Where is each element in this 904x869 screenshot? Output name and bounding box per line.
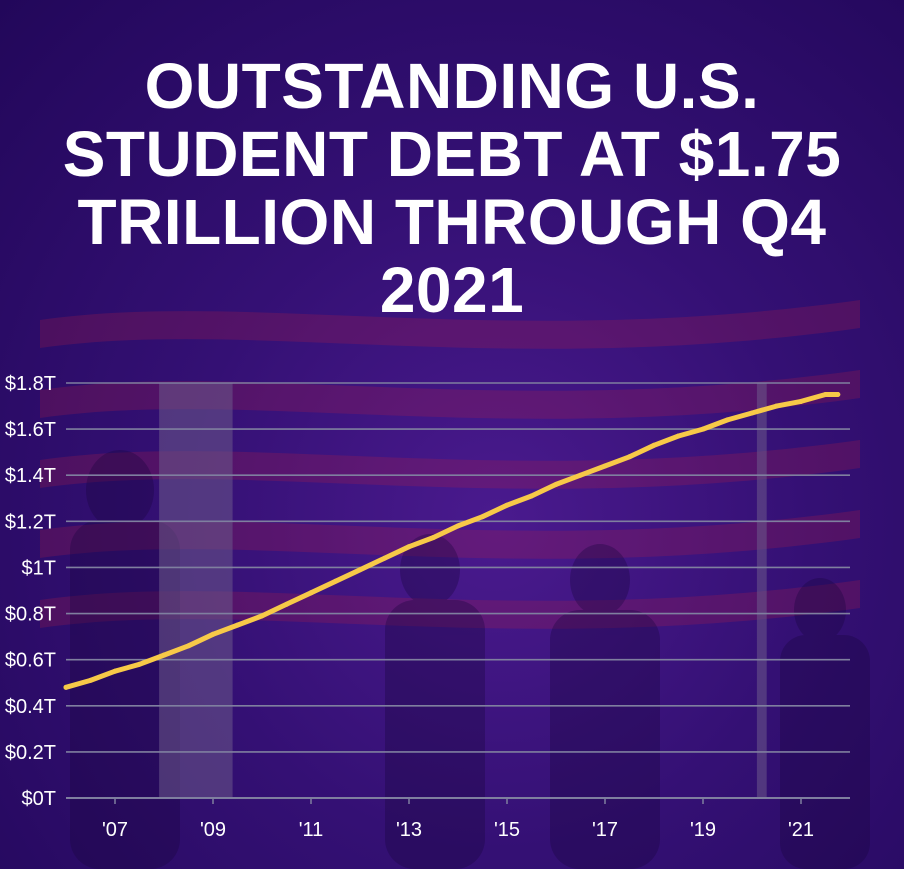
y-tick-label: $1.6T bbox=[5, 419, 56, 441]
data-point bbox=[431, 534, 436, 540]
data-point bbox=[137, 661, 142, 667]
y-tick-label: $1.2T bbox=[5, 511, 56, 533]
data-point bbox=[651, 442, 657, 448]
x-axis-ticks: '07 '09 '11 '13 '15 '17 '19 '21 bbox=[102, 798, 814, 841]
data-point bbox=[333, 578, 338, 584]
x-tick-label: '15 bbox=[494, 819, 520, 841]
data-point bbox=[529, 493, 534, 499]
flag-photo-overlay bbox=[40, 300, 870, 869]
data-point bbox=[627, 454, 632, 460]
data-point bbox=[186, 643, 191, 649]
data-point bbox=[112, 668, 118, 674]
y-tick-label: $1T bbox=[22, 557, 56, 579]
data-point bbox=[749, 410, 755, 416]
x-tick-label: '21 bbox=[788, 819, 814, 841]
y-tick-label: $0.4T bbox=[5, 696, 56, 718]
y-tick-label: $0.2T bbox=[5, 742, 56, 764]
y-axis-ticks: $0T $0.2T $0.4T $0.6T $0.8T $1T $1.2T $1.4T $1.6… bbox=[5, 373, 56, 810]
data-point bbox=[235, 622, 240, 628]
x-tick-label: '13 bbox=[396, 819, 422, 841]
series bbox=[63, 392, 841, 690]
data-point bbox=[774, 403, 779, 409]
data-point bbox=[259, 613, 265, 619]
x-tick-label: '19 bbox=[690, 819, 716, 841]
data-point bbox=[406, 544, 412, 550]
data-point bbox=[835, 392, 841, 398]
data-point bbox=[798, 398, 804, 404]
data-point bbox=[578, 472, 583, 478]
data-point bbox=[823, 392, 828, 398]
y-tick-label: $0.6T bbox=[5, 650, 56, 672]
x-tick-label: '09 bbox=[200, 819, 226, 841]
y-tick-label: $1.4T bbox=[5, 465, 56, 487]
data-point bbox=[602, 463, 608, 469]
x-tick-label: '17 bbox=[592, 819, 618, 841]
chart-title: OUTSTANDING U.S. STUDENT DEBT AT $1.75 T… bbox=[62, 50, 842, 326]
data-point bbox=[382, 555, 387, 561]
data-point bbox=[357, 567, 363, 573]
data-point bbox=[725, 417, 730, 423]
data-point bbox=[676, 433, 681, 439]
data-point bbox=[480, 514, 485, 520]
y-tick-label: $1.8T bbox=[5, 373, 56, 395]
x-tick-label: '11 bbox=[299, 819, 324, 841]
data-point bbox=[455, 523, 461, 529]
data-point bbox=[210, 631, 216, 637]
data-point bbox=[308, 590, 314, 596]
data-point bbox=[700, 426, 706, 432]
data-point bbox=[553, 481, 559, 487]
data-point bbox=[284, 601, 289, 607]
recession-band-0 bbox=[159, 383, 233, 798]
y-tick-label: $0T bbox=[22, 788, 56, 810]
recession-band-1 bbox=[756, 383, 767, 798]
data-point bbox=[504, 502, 510, 508]
gridlines bbox=[66, 382, 850, 799]
x-tick-label: '07 bbox=[102, 819, 128, 841]
data-point bbox=[88, 677, 93, 683]
data-point bbox=[63, 684, 69, 690]
y-tick-label: $0.8T bbox=[5, 604, 56, 626]
recession-shading bbox=[159, 383, 767, 798]
data-point bbox=[161, 652, 167, 658]
